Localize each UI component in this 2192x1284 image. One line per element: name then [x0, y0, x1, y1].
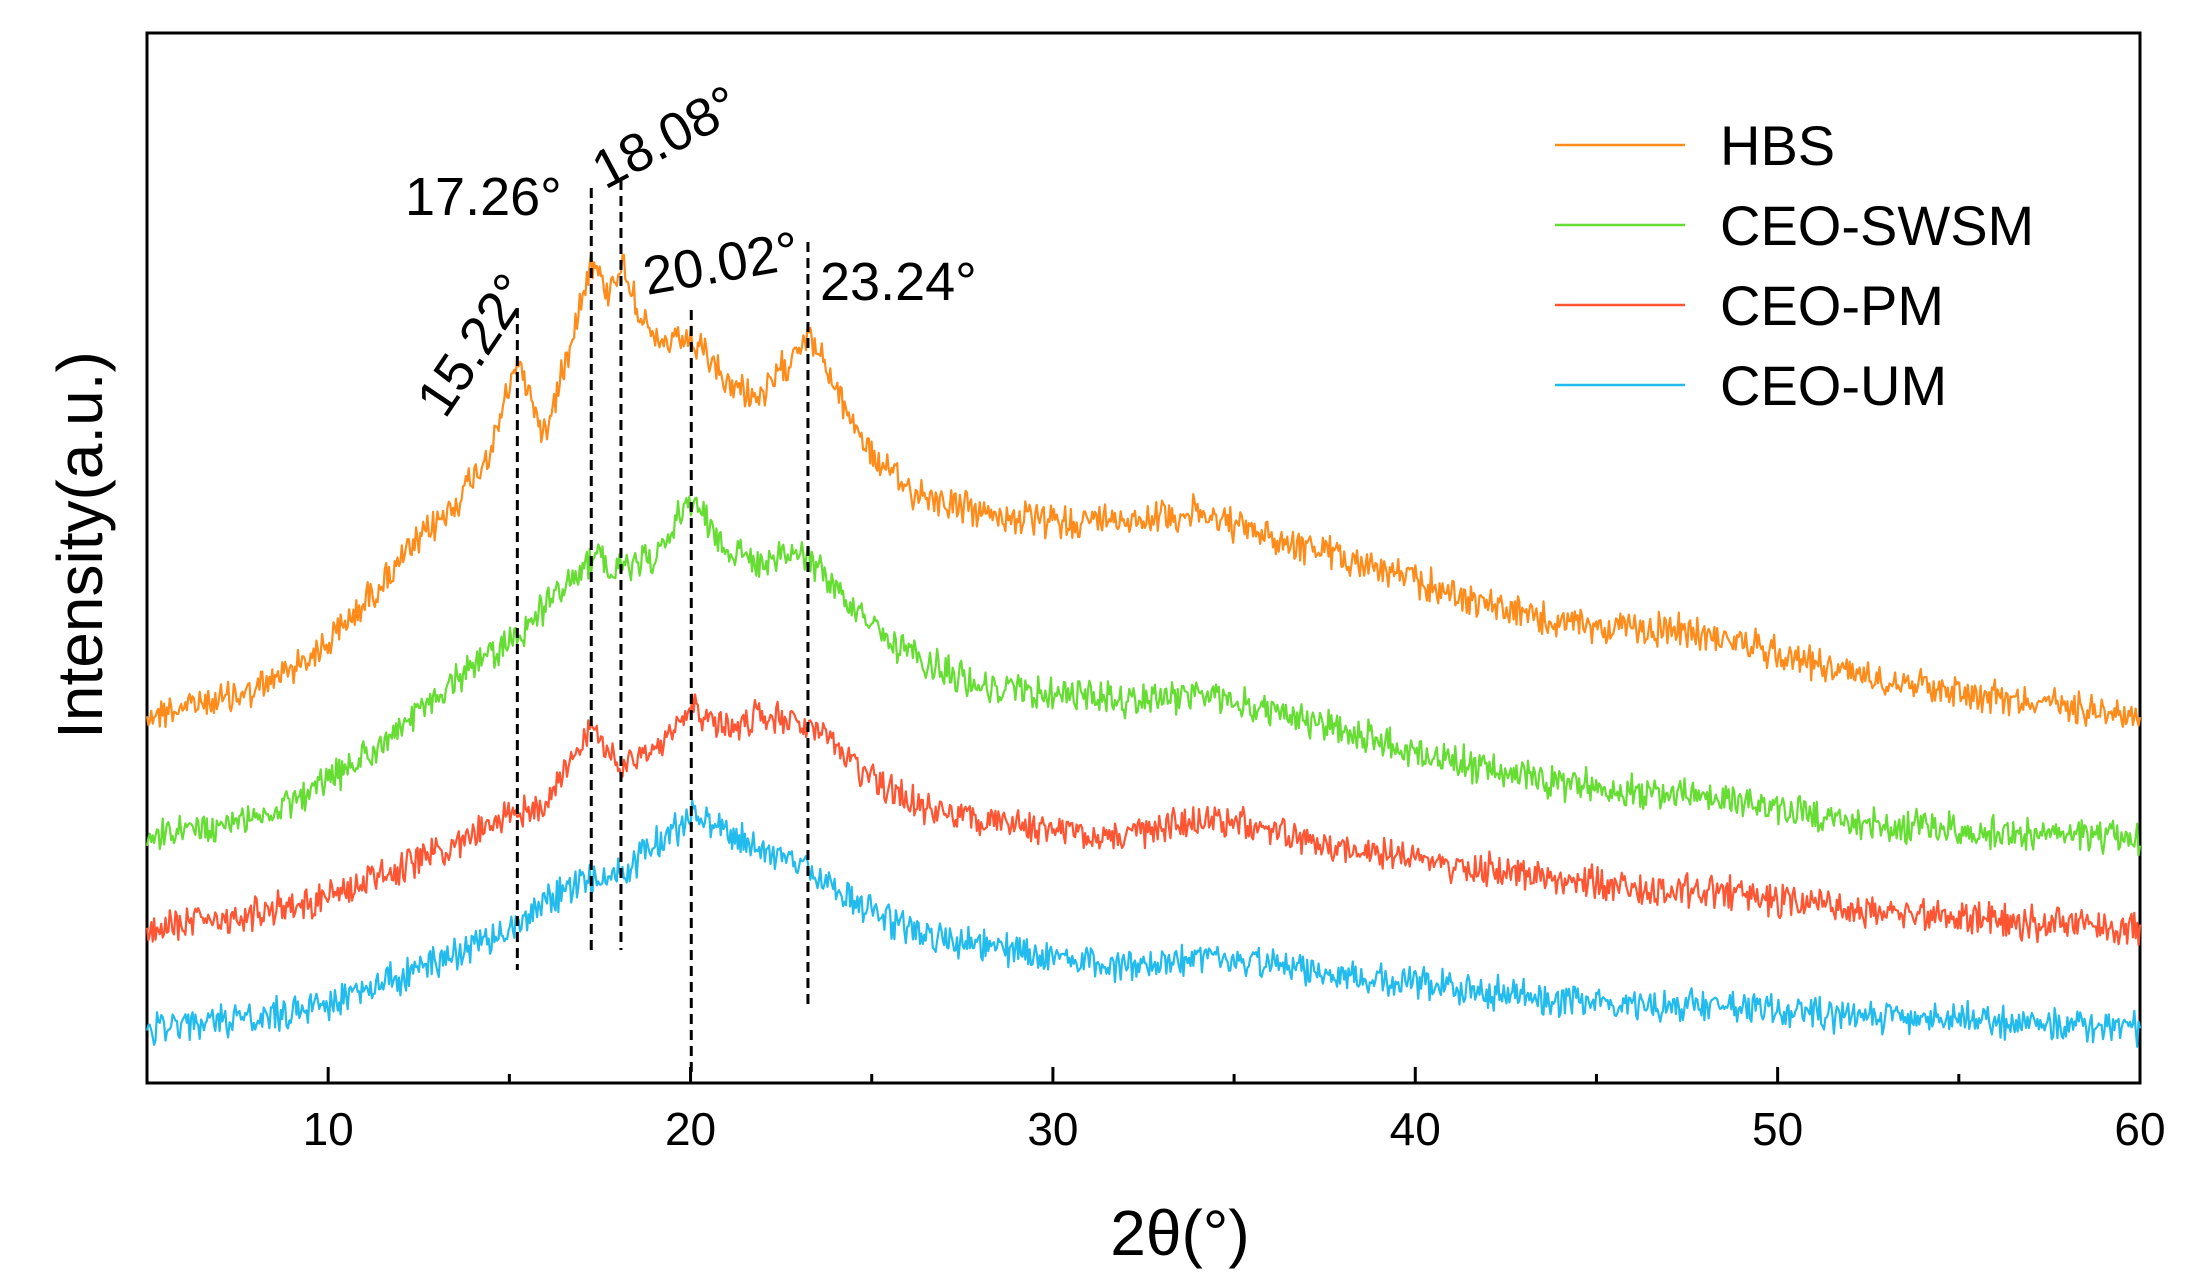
x-axis-title: 2θ(°) [1110, 1197, 1249, 1269]
series-line-ceo-swsm [145, 495, 2142, 857]
plot-frame [145, 31, 2142, 1085]
legend: HBS CEO-SWSM CEO-PM CEO-UM [1555, 114, 2034, 417]
peak-marker-label: 20.02° [639, 221, 804, 307]
series-layer [145, 251, 2142, 1048]
legend-label-ceo-pm: CEO-PM [1720, 274, 1944, 337]
peak-marker-label: 17.26° [405, 167, 562, 227]
x-tick-label: 40 [1390, 1103, 1441, 1155]
peak-marker-label: 23.24° [820, 252, 977, 312]
x-tick-label: 10 [303, 1103, 354, 1155]
x-tick-label: 30 [1027, 1103, 1078, 1155]
legend-label-ceo-um: CEO-UM [1720, 354, 1947, 417]
series-line-ceo-um [145, 799, 2142, 1048]
peak-marker-label: 15.22° [405, 263, 542, 426]
series-line-ceo-pm [145, 693, 2142, 946]
legend-label-ceo-swsm: CEO-SWSM [1720, 194, 2034, 257]
x-tick-label: 50 [1752, 1103, 1803, 1155]
legend-label-hbs: HBS [1720, 114, 1835, 177]
x-axis: 10 20 30 40 50 60 [145, 1067, 2166, 1155]
y-axis-title: Intensity(a.u.) [44, 351, 116, 739]
peak-marker-label: 18.08° [582, 74, 749, 201]
series-line-hbs [145, 251, 2142, 729]
x-tick-label: 20 [665, 1103, 716, 1155]
x-tick-label: 60 [2114, 1103, 2165, 1155]
